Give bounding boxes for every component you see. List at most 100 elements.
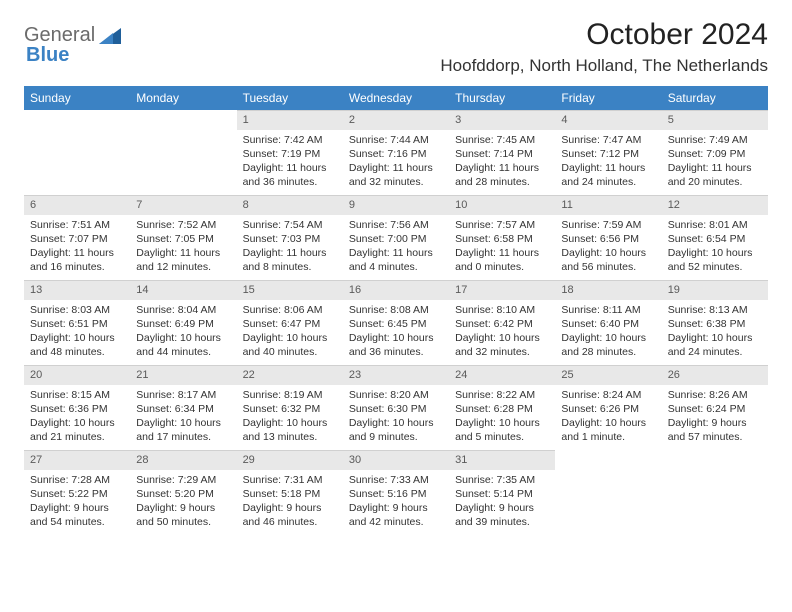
day-content: Sunrise: 8:15 AMSunset: 6:36 PMDaylight:… — [24, 385, 130, 450]
sunset-text: Sunset: 7:12 PM — [561, 147, 655, 161]
calendar-day-cell: 3Sunrise: 7:45 AMSunset: 7:14 PMDaylight… — [449, 110, 555, 195]
sunset-text: Sunset: 7:14 PM — [455, 147, 549, 161]
calendar-day-cell: 25Sunrise: 8:24 AMSunset: 6:26 PMDayligh… — [555, 365, 661, 450]
sunrise-text: Sunrise: 8:26 AM — [668, 388, 762, 402]
sunset-text: Sunset: 6:51 PM — [30, 317, 124, 331]
calendar-day-cell — [662, 450, 768, 535]
calendar-day-cell: 30Sunrise: 7:33 AMSunset: 5:16 PMDayligh… — [343, 450, 449, 535]
day-number: 28 — [130, 450, 236, 470]
daylight-text: Daylight: 10 hours and 9 minutes. — [349, 416, 443, 444]
sunset-text: Sunset: 6:45 PM — [349, 317, 443, 331]
sunset-text: Sunset: 6:30 PM — [349, 402, 443, 416]
sunset-text: Sunset: 6:32 PM — [243, 402, 337, 416]
day-number: 25 — [555, 365, 661, 385]
sunset-text: Sunset: 7:09 PM — [668, 147, 762, 161]
sunrise-text: Sunrise: 8:13 AM — [668, 303, 762, 317]
sunrise-text: Sunrise: 7:42 AM — [243, 133, 337, 147]
calendar-day-cell: 20Sunrise: 8:15 AMSunset: 6:36 PMDayligh… — [24, 365, 130, 450]
sunrise-text: Sunrise: 8:20 AM — [349, 388, 443, 402]
sunrise-text: Sunrise: 7:52 AM — [136, 218, 230, 232]
calendar-day-cell: 5Sunrise: 7:49 AMSunset: 7:09 PMDaylight… — [662, 110, 768, 195]
day-content: Sunrise: 7:57 AMSunset: 6:58 PMDaylight:… — [449, 215, 555, 280]
sunset-text: Sunset: 6:26 PM — [561, 402, 655, 416]
calendar-day-cell: 17Sunrise: 8:10 AMSunset: 6:42 PMDayligh… — [449, 280, 555, 365]
daylight-text: Daylight: 11 hours and 12 minutes. — [136, 246, 230, 274]
daylight-text: Daylight: 10 hours and 56 minutes. — [561, 246, 655, 274]
day-content: Sunrise: 8:22 AMSunset: 6:28 PMDaylight:… — [449, 385, 555, 450]
day-number: 6 — [24, 195, 130, 215]
day-number: 4 — [555, 110, 661, 130]
day-number: 10 — [449, 195, 555, 215]
day-number — [24, 110, 130, 114]
sunset-text: Sunset: 6:49 PM — [136, 317, 230, 331]
daylight-text: Daylight: 11 hours and 28 minutes. — [455, 161, 549, 189]
calendar-day-cell: 24Sunrise: 8:22 AMSunset: 6:28 PMDayligh… — [449, 365, 555, 450]
day-content: Sunrise: 7:49 AMSunset: 7:09 PMDaylight:… — [662, 130, 768, 195]
daylight-text: Daylight: 11 hours and 32 minutes. — [349, 161, 443, 189]
sunset-text: Sunset: 5:22 PM — [30, 487, 124, 501]
daylight-text: Daylight: 9 hours and 50 minutes. — [136, 501, 230, 529]
calendar-day-cell: 28Sunrise: 7:29 AMSunset: 5:20 PMDayligh… — [130, 450, 236, 535]
day-number: 22 — [237, 365, 343, 385]
day-content: Sunrise: 8:24 AMSunset: 6:26 PMDaylight:… — [555, 385, 661, 450]
sunset-text: Sunset: 6:36 PM — [30, 402, 124, 416]
daylight-text: Daylight: 10 hours and 44 minutes. — [136, 331, 230, 359]
day-header: Wednesday — [343, 86, 449, 110]
day-number: 24 — [449, 365, 555, 385]
calendar-day-cell: 19Sunrise: 8:13 AMSunset: 6:38 PMDayligh… — [662, 280, 768, 365]
day-content: Sunrise: 7:42 AMSunset: 7:19 PMDaylight:… — [237, 130, 343, 195]
daylight-text: Daylight: 11 hours and 8 minutes. — [243, 246, 337, 274]
day-number: 2 — [343, 110, 449, 130]
day-number — [662, 450, 768, 454]
sunset-text: Sunset: 5:18 PM — [243, 487, 337, 501]
day-content: Sunrise: 7:45 AMSunset: 7:14 PMDaylight:… — [449, 130, 555, 195]
calendar-day-cell — [555, 450, 661, 535]
day-content: Sunrise: 8:04 AMSunset: 6:49 PMDaylight:… — [130, 300, 236, 365]
daylight-text: Daylight: 10 hours and 5 minutes. — [455, 416, 549, 444]
calendar-day-cell: 8Sunrise: 7:54 AMSunset: 7:03 PMDaylight… — [237, 195, 343, 280]
sunrise-text: Sunrise: 8:01 AM — [668, 218, 762, 232]
sunrise-text: Sunrise: 8:11 AM — [561, 303, 655, 317]
day-content: Sunrise: 7:54 AMSunset: 7:03 PMDaylight:… — [237, 215, 343, 280]
sunset-text: Sunset: 6:47 PM — [243, 317, 337, 331]
day-header: Saturday — [662, 86, 768, 110]
sunset-text: Sunset: 6:28 PM — [455, 402, 549, 416]
daylight-text: Daylight: 9 hours and 46 minutes. — [243, 501, 337, 529]
daylight-text: Daylight: 9 hours and 42 minutes. — [349, 501, 443, 529]
day-content: Sunrise: 7:52 AMSunset: 7:05 PMDaylight:… — [130, 215, 236, 280]
calendar-day-cell: 6Sunrise: 7:51 AMSunset: 7:07 PMDaylight… — [24, 195, 130, 280]
calendar-body: 1Sunrise: 7:42 AMSunset: 7:19 PMDaylight… — [24, 110, 768, 535]
day-content: Sunrise: 7:47 AMSunset: 7:12 PMDaylight:… — [555, 130, 661, 195]
day-number: 17 — [449, 280, 555, 300]
day-number: 8 — [237, 195, 343, 215]
sunrise-text: Sunrise: 8:19 AM — [243, 388, 337, 402]
sunset-text: Sunset: 5:14 PM — [455, 487, 549, 501]
day-number: 12 — [662, 195, 768, 215]
day-header: Tuesday — [237, 86, 343, 110]
sunrise-text: Sunrise: 7:31 AM — [243, 473, 337, 487]
calendar-day-cell: 15Sunrise: 8:06 AMSunset: 6:47 PMDayligh… — [237, 280, 343, 365]
sunset-text: Sunset: 7:19 PM — [243, 147, 337, 161]
day-content: Sunrise: 7:28 AMSunset: 5:22 PMDaylight:… — [24, 470, 130, 535]
daylight-text: Daylight: 11 hours and 4 minutes. — [349, 246, 443, 274]
calendar-week-row: 1Sunrise: 7:42 AMSunset: 7:19 PMDaylight… — [24, 110, 768, 195]
day-content: Sunrise: 7:31 AMSunset: 5:18 PMDaylight:… — [237, 470, 343, 535]
sunrise-text: Sunrise: 8:24 AM — [561, 388, 655, 402]
daylight-text: Daylight: 11 hours and 0 minutes. — [455, 246, 549, 274]
day-content: Sunrise: 8:06 AMSunset: 6:47 PMDaylight:… — [237, 300, 343, 365]
calendar-day-cell: 4Sunrise: 7:47 AMSunset: 7:12 PMDaylight… — [555, 110, 661, 195]
location-text: Hoofddorp, North Holland, The Netherland… — [440, 56, 768, 76]
calendar-day-cell: 31Sunrise: 7:35 AMSunset: 5:14 PMDayligh… — [449, 450, 555, 535]
day-number: 19 — [662, 280, 768, 300]
calendar-day-cell: 12Sunrise: 8:01 AMSunset: 6:54 PMDayligh… — [662, 195, 768, 280]
calendar-day-cell: 7Sunrise: 7:52 AMSunset: 7:05 PMDaylight… — [130, 195, 236, 280]
daylight-text: Daylight: 10 hours and 36 minutes. — [349, 331, 443, 359]
sunrise-text: Sunrise: 8:10 AM — [455, 303, 549, 317]
sunrise-text: Sunrise: 8:22 AM — [455, 388, 549, 402]
day-number: 21 — [130, 365, 236, 385]
day-number: 3 — [449, 110, 555, 130]
day-number: 1 — [237, 110, 343, 130]
daylight-text: Daylight: 10 hours and 24 minutes. — [668, 331, 762, 359]
calendar-day-cell: 10Sunrise: 7:57 AMSunset: 6:58 PMDayligh… — [449, 195, 555, 280]
calendar-day-cell: 11Sunrise: 7:59 AMSunset: 6:56 PMDayligh… — [555, 195, 661, 280]
